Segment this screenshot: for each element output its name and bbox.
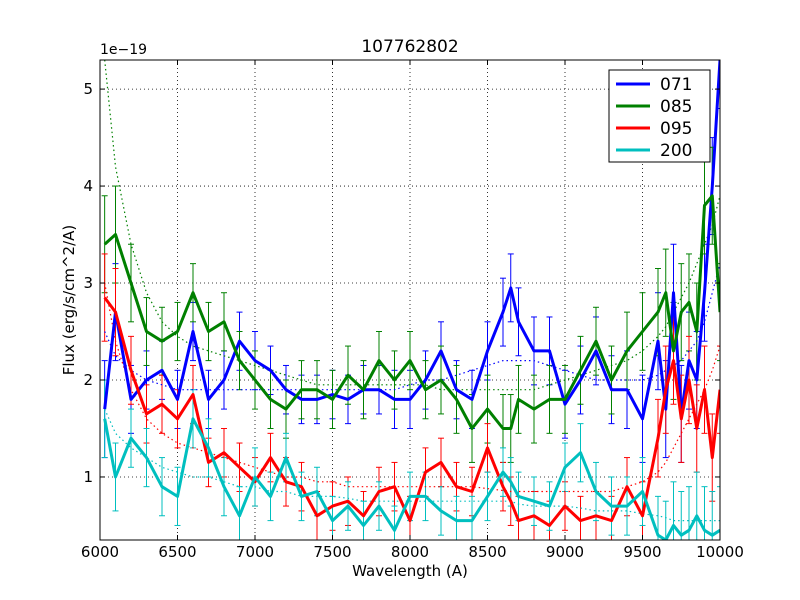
series-095-legend-label: 095: [660, 119, 692, 139]
series-200-legend-label: 200: [660, 141, 692, 161]
series-095-smooth-fit: [104, 282, 720, 493]
series-lines: [103, 60, 720, 540]
x-tick-label: 7500: [313, 543, 351, 561]
y-tick-label: 2: [83, 371, 93, 389]
y-tick-label: 5: [83, 80, 93, 98]
x-tick-label: 8000: [391, 543, 429, 561]
chart-title: 107762802: [361, 37, 458, 57]
y-axis-label: Flux (erg/s/cm^2/A): [60, 225, 78, 376]
x-tick-label: 6500: [158, 543, 196, 561]
series-085-legend-label: 085: [660, 97, 692, 117]
x-tick-label: 8500: [468, 543, 506, 561]
x-axis-label: Wavelength (A): [352, 562, 468, 580]
axis-ticks: 6000 6500 7000 7500 8000 8500 9000 9500 10000 1 2 3…: [81, 60, 744, 561]
y-tick-label: 1: [83, 468, 93, 486]
series-071-legend-label: 071: [660, 75, 692, 95]
y-tick-label: 4: [83, 177, 93, 195]
x-tick-label: 7000: [236, 543, 274, 561]
x-tick-label: 10000: [696, 543, 744, 561]
x-tick-label: 9500: [623, 543, 661, 561]
y-tick-label: 3: [83, 274, 93, 292]
series-095-line: [103, 296, 720, 527]
x-tick-label: 9000: [546, 543, 584, 561]
x-tick-label: 6000: [81, 543, 119, 561]
series-071-line: [103, 60, 720, 421]
series-085-line: [103, 194, 720, 430]
series-200-smooth-fit: [104, 408, 720, 522]
series-200-line: [103, 417, 720, 540]
y-offset-label: 1e−19: [100, 42, 147, 58]
